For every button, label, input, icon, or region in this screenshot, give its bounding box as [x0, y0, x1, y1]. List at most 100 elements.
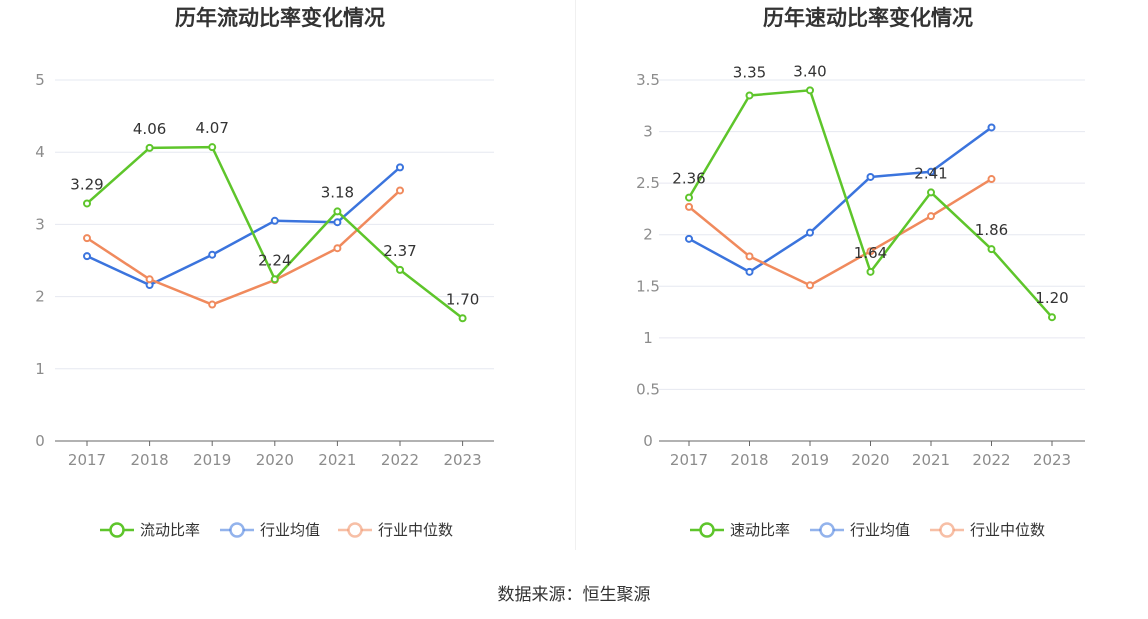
y-tick-label: 0	[643, 432, 653, 450]
data-point	[745, 267, 754, 276]
legend-marker	[347, 522, 363, 538]
data-point	[333, 244, 342, 253]
data-label: 3.40	[793, 62, 826, 80]
chart-title: 历年速动比率变化情况	[763, 6, 973, 30]
legend-item: 流动比率	[100, 521, 200, 539]
data-point	[396, 265, 404, 274]
y-tick-label: 3	[35, 215, 45, 233]
x-tick-label: 2017	[670, 451, 708, 469]
y-tick-label: 0.5	[636, 380, 660, 398]
data-point	[987, 175, 996, 184]
legend-label: 行业中位数	[970, 521, 1045, 539]
data-point	[333, 207, 342, 216]
y-tick-label: 1.5	[636, 277, 660, 295]
data-point	[806, 281, 814, 290]
y-tick-label: 1	[643, 329, 653, 347]
series-line-company	[86, 145, 464, 320]
data-point	[208, 250, 217, 259]
data-label: 2.41	[914, 164, 947, 182]
data-point	[208, 300, 217, 309]
x-tick-label: 2022	[381, 451, 419, 469]
x-tick-label: 2018	[131, 451, 169, 469]
x-tick-label: 2021	[318, 451, 356, 469]
legend-item: 行业中位数	[338, 521, 453, 539]
y-tick-label: 5	[35, 71, 45, 89]
x-tick-label: 2022	[972, 451, 1010, 469]
legend-label: 流动比率	[140, 521, 200, 539]
data-point	[270, 216, 279, 225]
data-label: 1.64	[854, 244, 887, 262]
data-point	[927, 212, 935, 221]
data-label: 4.06	[133, 120, 166, 138]
x-tick-label: 2017	[68, 451, 106, 469]
series-line-industry-avg	[86, 166, 401, 287]
data-point	[987, 123, 996, 132]
data-point	[1048, 313, 1056, 322]
chart-title: 历年流动比率变化情况	[175, 6, 385, 30]
legend-marker	[699, 522, 715, 538]
y-tick-label: 4	[35, 143, 45, 161]
data-label: 1.70	[446, 290, 479, 308]
legend-marker	[229, 522, 245, 538]
x-tick-label: 2023	[444, 451, 482, 469]
data-point	[333, 218, 342, 227]
data-label: 3.29	[70, 175, 103, 193]
x-tick-label: 2019	[791, 451, 829, 469]
data-point	[806, 228, 814, 237]
data-point	[927, 167, 935, 176]
data-label: 1.86	[975, 221, 1008, 239]
data-point	[866, 247, 875, 256]
data-point	[83, 252, 91, 261]
series-line-industry-median	[688, 177, 993, 287]
data-point	[987, 245, 996, 254]
data-point	[208, 143, 217, 152]
y-tick-label: 3.5	[636, 71, 660, 89]
series-line-company	[687, 89, 1053, 319]
data-point	[83, 234, 91, 243]
data-point	[927, 188, 935, 197]
data-point	[396, 186, 404, 195]
data-point	[685, 202, 693, 211]
data-point	[396, 163, 404, 172]
data-label: 3.35	[733, 63, 766, 81]
x-tick-label: 2021	[912, 451, 950, 469]
data-point	[866, 267, 875, 276]
y-tick-label: 2.5	[636, 174, 660, 192]
data-label: 2.24	[258, 251, 291, 269]
chart-panel-2: 历年速动比率变化情况 0 0.5 1 1.5 2 2.5 3 3.5 2017 2018 2019 20…	[636, 6, 1085, 539]
legend-item: 速动比率	[690, 521, 790, 539]
legend-item: 行业均值	[220, 521, 320, 539]
data-point	[685, 193, 693, 202]
legend-item: 行业中位数	[930, 521, 1045, 539]
charts-canvas: 历年流动比率变化情况 0 1 2 3 4 5 2017 2018 2019 2020 2021 2022…	[35, 6, 1085, 539]
legend-label: 行业中位数	[378, 521, 453, 539]
legend-label: 行业均值	[260, 521, 320, 539]
data-point	[458, 314, 467, 323]
data-point	[866, 172, 875, 181]
panel-divider	[575, 0, 576, 550]
y-tick-label: 2	[643, 226, 653, 244]
data-label: 2.37	[383, 242, 416, 260]
series-line-industry-median	[86, 189, 401, 306]
x-tick-label: 2019	[193, 451, 231, 469]
y-tick-label: 0	[35, 432, 45, 450]
data-point	[145, 143, 154, 152]
y-tick-label: 3	[643, 123, 653, 141]
legend-label: 速动比率	[730, 521, 790, 539]
legend-marker	[819, 522, 835, 538]
legend-marker	[109, 522, 125, 538]
x-tick-label: 2018	[730, 451, 768, 469]
x-tick-label: 2023	[1033, 451, 1071, 469]
data-point	[745, 252, 754, 261]
legend-item: 行业均值	[810, 521, 910, 539]
data-point	[83, 199, 91, 208]
data-label: 2.36	[672, 170, 705, 188]
data-label: 4.07	[195, 119, 228, 137]
y-tick-label: 1	[35, 360, 45, 378]
data-point	[685, 234, 693, 243]
data-point	[270, 275, 279, 284]
y-tick-label: 2	[35, 288, 45, 306]
data-label: 1.20	[1035, 289, 1068, 307]
data-label: 3.18	[321, 183, 354, 201]
legend-marker	[939, 522, 955, 538]
